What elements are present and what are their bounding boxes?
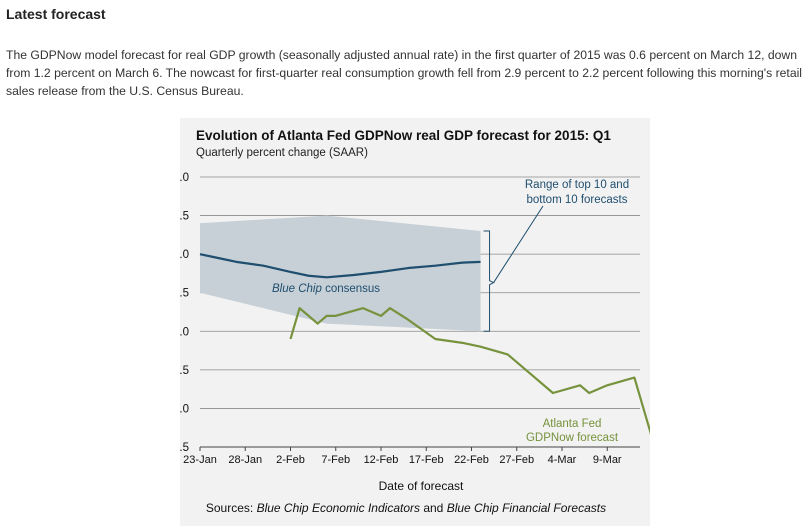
range-leader-line	[493, 205, 544, 283]
x-tick-label: 17-Feb	[409, 454, 444, 466]
y-axis-ticks: 4.0 3.5 3.0 2.5 2.0 1.5 1.0 0.5	[173, 172, 189, 454]
forecast-range-band	[200, 215, 481, 332]
gdpnow-label-line2: GDPNow forecast	[526, 432, 619, 444]
x-tick-label: 12-Feb	[364, 454, 399, 466]
chart-figure: Evolution of Atlanta Fed GDPNow real GDP…	[173, 118, 654, 526]
x-tick-label: 2-Feb	[276, 454, 305, 466]
range-label-line1: Range of top 10 and	[525, 179, 629, 191]
x-tick-label: 28-Jan	[228, 454, 262, 466]
x-tick-label: 7-Feb	[321, 454, 350, 466]
x-tick-label: 27-Feb	[499, 454, 534, 466]
y-tick-label: 1.5	[180, 365, 189, 377]
forecast-paragraph: The GDPNow model forecast for real GDP g…	[6, 48, 803, 98]
y-tick-label: 3.5	[180, 211, 189, 223]
blue-chip-label-italic: Blue Chip	[272, 283, 322, 295]
y-tick-label: 2.5	[180, 288, 189, 300]
x-tick-label: 4-Mar	[548, 454, 577, 466]
y-tick-label: 0.5	[180, 442, 189, 454]
gdpnow-chart: Evolution of Atlanta Fed GDPNow real GDP…	[173, 128, 654, 515]
x-tick-label: 22-Feb	[454, 454, 489, 466]
annotations: Range of top 10 and bottom 10 forecasts Bl…	[272, 179, 629, 444]
range-bracket	[483, 230, 495, 332]
x-axis-label: Date of forecast	[379, 479, 464, 493]
section-heading: Latest forecast	[6, 6, 106, 22]
x-tick-label: 23-Jan	[183, 454, 217, 466]
x-axis-ticks: 23-Jan 28-Jan 2-Feb 7-Feb 12-Feb 17-Feb 22-Feb…	[183, 447, 622, 466]
chart-title: Evolution of Atlanta Fed GDPNow real GDP…	[196, 128, 611, 143]
blue-chip-label: Blue Chip consensus	[272, 283, 380, 295]
range-band-area	[200, 215, 481, 332]
sources-title-2: Blue Chip Financial Forecasts	[447, 501, 606, 515]
chart-sources: Sources: Blue Chip Economic Indicators a…	[206, 501, 606, 515]
sources-prefix: Sources:	[206, 501, 257, 515]
blue-chip-consensus-line	[199, 253, 481, 279]
sources-title-1: Blue Chip Economic Indicators	[257, 501, 420, 515]
y-tick-label: 1.0	[180, 403, 189, 415]
y-tick-label: 4.0	[180, 172, 189, 184]
y-tick-label: 2.0	[180, 326, 189, 338]
chart-subtitle: Quarterly percent change (SAAR)	[196, 147, 368, 159]
gdpnow-label-line1: Atlanta Fed	[543, 418, 602, 430]
blue-chip-label-rest: consensus	[322, 283, 380, 295]
y-tick-label: 3.0	[180, 249, 189, 261]
gdpnow-forecast-line	[289, 307, 654, 440]
range-label-line2: bottom 10 forecasts	[527, 194, 628, 206]
series-lines	[199, 253, 654, 440]
sources-mid: and	[420, 501, 447, 515]
x-tick-label: 9-Mar	[593, 454, 622, 466]
